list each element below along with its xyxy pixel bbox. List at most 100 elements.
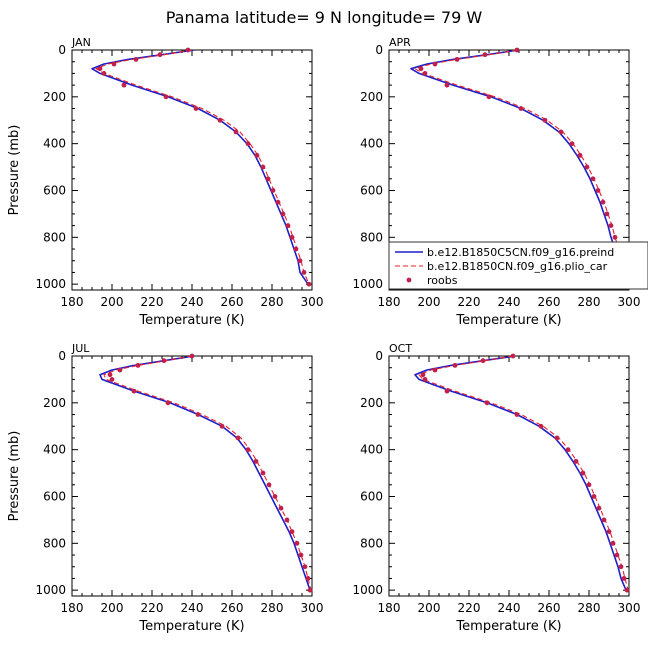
y-tick-label: 0 xyxy=(375,349,383,363)
obs-point xyxy=(195,412,201,417)
series-roobs xyxy=(107,353,313,593)
panel-jan: 180 200 220 240 260 280 300 0 200 400 600 800 1000 JA… xyxy=(7,36,323,328)
obs-point xyxy=(432,61,438,67)
obs-point xyxy=(301,270,307,275)
obs-point xyxy=(111,61,117,67)
obs-point xyxy=(480,358,486,364)
legend-frame xyxy=(388,241,648,290)
x-tick-label: 220 xyxy=(141,601,164,615)
y-tick-label: 400 xyxy=(43,443,66,457)
x-tick-label: 180 xyxy=(61,601,84,615)
y-tick-label: 0 xyxy=(58,349,66,363)
x-tick-label: 200 xyxy=(101,295,124,309)
panel-month-label: OCT xyxy=(389,342,412,355)
obs-point xyxy=(554,435,560,441)
obs-point xyxy=(610,540,616,546)
obs-point xyxy=(614,552,620,558)
obs-point xyxy=(135,362,141,368)
obs-point xyxy=(298,552,304,558)
x-tick-label: 180 xyxy=(378,295,401,309)
obs-point xyxy=(418,66,424,72)
x-tick-label: 280 xyxy=(261,601,284,615)
obs-point xyxy=(235,435,241,441)
x-tick-label: 180 xyxy=(378,601,401,615)
x-tick-label: 280 xyxy=(578,601,601,615)
legend-label: b.e12.B1850C5CN.f09_g16.preind xyxy=(427,246,614,259)
panel-month-label: JUL xyxy=(71,342,90,355)
obs-point xyxy=(618,564,624,570)
x-axis-label: Temperature (K) xyxy=(138,313,244,328)
panels: 180 200 220 240 260 280 300 0 200 400 600 800 1000 JA… xyxy=(7,36,640,634)
x-tick-label: 300 xyxy=(618,295,641,309)
plot-frame xyxy=(388,355,630,597)
x-tick-label: 220 xyxy=(458,295,481,309)
obs-point xyxy=(107,372,113,378)
x-tick-label: 300 xyxy=(618,601,641,615)
obs-point xyxy=(484,400,490,406)
y-tick-label: 1000 xyxy=(35,583,66,597)
obs-point xyxy=(293,246,299,252)
obs-point xyxy=(157,52,163,58)
legend-label: roobs xyxy=(427,274,458,287)
obs-point xyxy=(558,129,564,135)
x-tick-label: 200 xyxy=(418,295,441,309)
x-tick-label: 300 xyxy=(301,295,324,309)
obs-point xyxy=(591,494,597,499)
y-tick-label: 200 xyxy=(43,90,66,104)
y-tick-label: 800 xyxy=(43,536,66,550)
obs-point xyxy=(510,353,516,359)
obs-point xyxy=(444,82,450,88)
obs-point xyxy=(97,66,103,72)
legend: b.e12.B1850C5CN.f09_g16.preindb.e12.B185… xyxy=(388,241,648,290)
obs-point xyxy=(486,94,492,100)
obs-point xyxy=(577,152,583,158)
obs-point xyxy=(514,47,520,53)
series-roobs xyxy=(420,353,630,593)
obs-point xyxy=(584,164,590,170)
obs-point xyxy=(219,423,225,429)
x-tick-label: 240 xyxy=(498,295,521,309)
series-line-solid xyxy=(414,356,627,591)
obs-point xyxy=(302,564,308,570)
obs-point xyxy=(621,576,627,581)
obs-point xyxy=(518,106,524,111)
panel-jul: 180 200 220 240 260 280 300 0 200 400 600 800 1000 JU… xyxy=(7,342,323,634)
obs-point xyxy=(189,353,195,359)
obs-point xyxy=(600,199,606,205)
y-tick-label: 400 xyxy=(360,137,383,151)
obs-point xyxy=(538,423,544,429)
obs-point xyxy=(133,56,139,62)
y-tick-label: 1000 xyxy=(35,277,66,291)
x-tick-label: 240 xyxy=(181,295,204,309)
obs-point xyxy=(482,52,488,58)
x-tick-label: 180 xyxy=(61,295,84,309)
obs-point xyxy=(444,388,450,394)
obs-point xyxy=(266,482,272,488)
obs-point xyxy=(163,94,169,100)
obs-point xyxy=(272,494,278,499)
obs-point xyxy=(452,362,458,368)
obs-point xyxy=(307,587,313,593)
panel-oct: 180 200 220 240 260 280 300 0 200 400 600 800 1000 OC… xyxy=(352,342,640,634)
obs-point xyxy=(454,56,460,62)
obs-point xyxy=(422,377,428,382)
obs-point xyxy=(289,234,295,240)
series-line-solid xyxy=(99,356,311,591)
x-tick-label: 200 xyxy=(418,601,441,615)
y-tick-label: 400 xyxy=(43,137,66,151)
obs-point xyxy=(612,234,618,240)
y-axis-label: Pressure (mb) xyxy=(7,431,22,522)
y-tick-label: 800 xyxy=(360,230,383,244)
obs-point xyxy=(420,372,426,378)
obs-point xyxy=(289,529,295,535)
obs-point xyxy=(254,152,260,158)
panel-apr: 180 200 220 240 260 280 300 0 200 400 600 800 1000 AP… xyxy=(352,36,640,328)
obs-point xyxy=(297,258,303,264)
obs-point xyxy=(109,377,115,382)
obs-point xyxy=(432,367,438,373)
legend-label: b.e12.B1850CN.f09_g16.plio_car xyxy=(427,260,608,273)
y-tick-label: 1000 xyxy=(352,583,383,597)
obs-point xyxy=(422,71,428,76)
legend-dot-marker xyxy=(406,277,412,283)
obs-point xyxy=(306,281,312,287)
